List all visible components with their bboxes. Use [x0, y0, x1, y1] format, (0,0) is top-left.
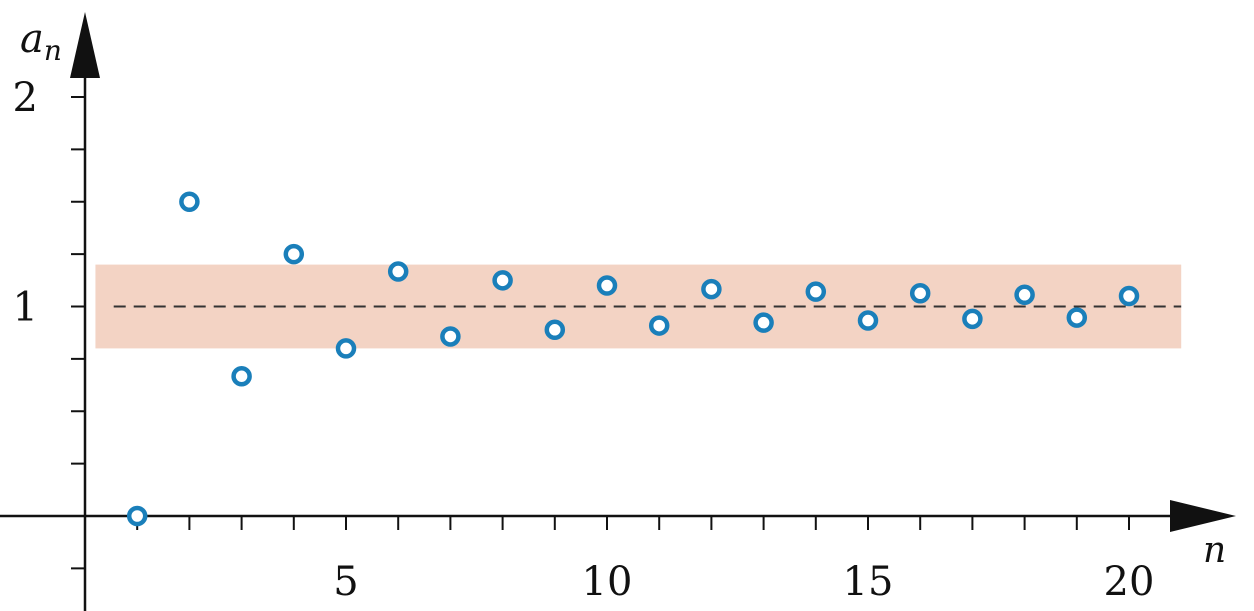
x-axis-label: n [1203, 530, 1226, 571]
data-point [231, 366, 252, 387]
data-point [492, 270, 513, 291]
data-point [962, 308, 983, 330]
data-point [335, 338, 357, 359]
data-point [1014, 284, 1035, 306]
data-point [648, 315, 670, 336]
data-point [701, 278, 722, 300]
data-point [440, 326, 461, 347]
y-tick-label: 1 [13, 285, 38, 331]
x-tick-label: 15 [843, 559, 894, 605]
x-tick-label: 20 [1104, 559, 1155, 605]
data-point [283, 243, 305, 265]
data-point [126, 505, 148, 527]
data-point [544, 319, 566, 341]
data-point [909, 283, 931, 304]
x-tick-label: 10 [582, 559, 633, 605]
data-point [1066, 307, 1088, 328]
data-point [805, 281, 827, 302]
data-point [179, 191, 200, 212]
data-point [857, 310, 879, 331]
x-tick-label: 5 [333, 559, 358, 605]
data-point [596, 275, 618, 296]
y-tick-label: 2 [13, 75, 38, 121]
y-axis-label: an [20, 16, 62, 67]
y-axis-label-subscript: n [44, 34, 62, 67]
x-axis-arrow [1170, 500, 1236, 532]
y-axis-arrow [70, 12, 100, 78]
data-point [387, 261, 409, 282]
data-point [753, 312, 774, 333]
data-point [1118, 285, 1140, 307]
